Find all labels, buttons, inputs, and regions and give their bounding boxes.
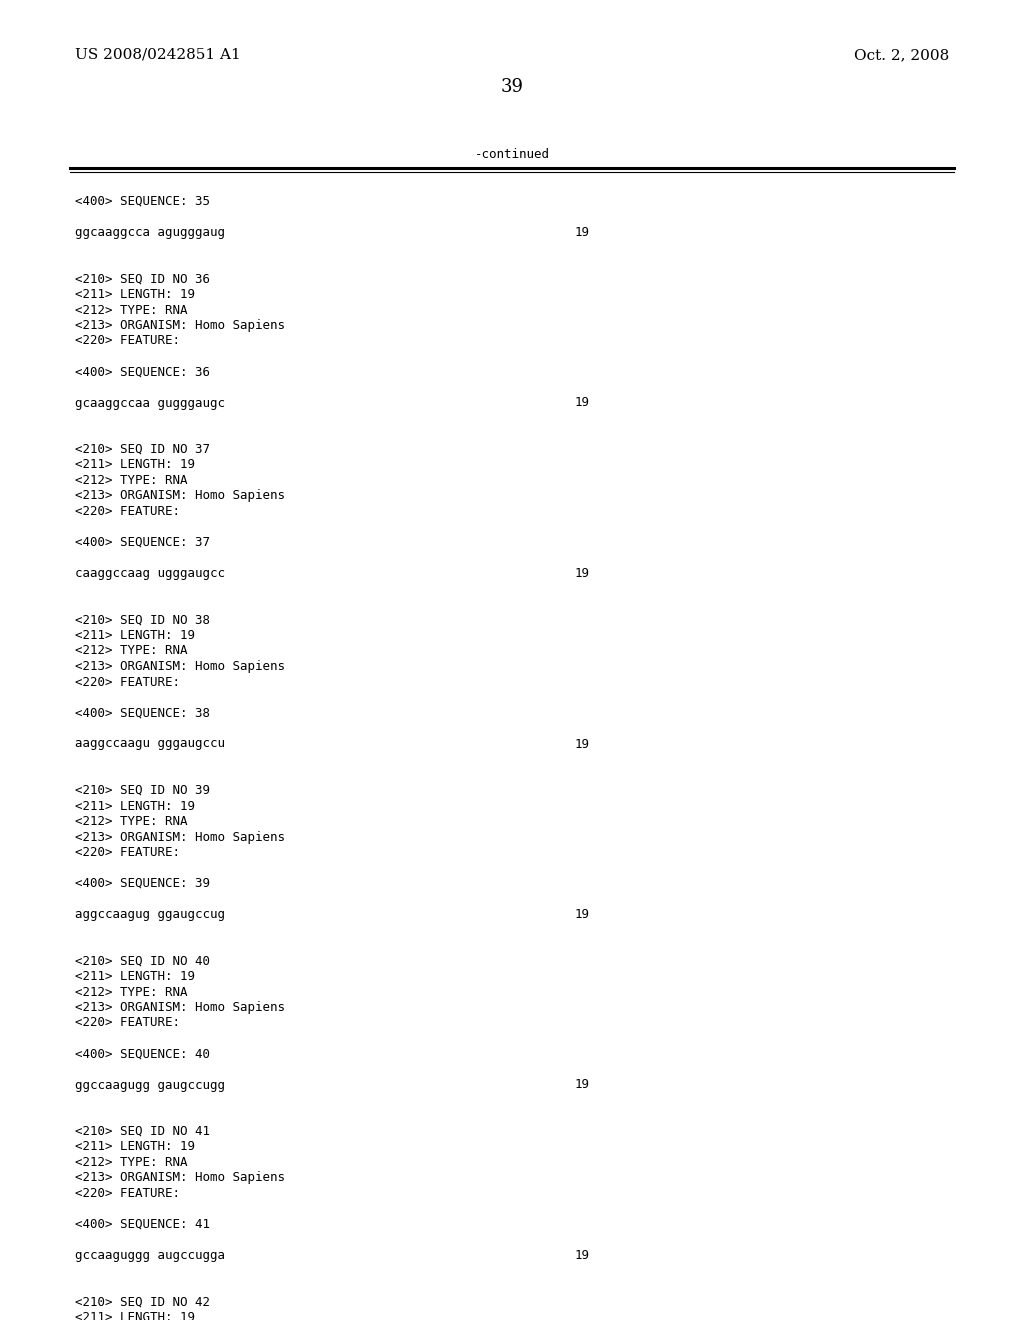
Text: <220> FEATURE:: <220> FEATURE:	[75, 1016, 180, 1030]
Text: <210> SEQ ID NO 39: <210> SEQ ID NO 39	[75, 784, 210, 797]
Text: <211> LENGTH: 19: <211> LENGTH: 19	[75, 630, 195, 642]
Text: <213> ORGANISM: Homo Sapiens: <213> ORGANISM: Homo Sapiens	[75, 660, 285, 673]
Text: ggccaagugg gaugccugg: ggccaagugg gaugccugg	[75, 1078, 225, 1092]
Text: <212> TYPE: RNA: <212> TYPE: RNA	[75, 644, 187, 657]
Text: <220> FEATURE:: <220> FEATURE:	[75, 1187, 180, 1200]
Text: <212> TYPE: RNA: <212> TYPE: RNA	[75, 304, 187, 317]
Text: <211> LENGTH: 19: <211> LENGTH: 19	[75, 800, 195, 813]
Text: <220> FEATURE:: <220> FEATURE:	[75, 506, 180, 517]
Text: 19: 19	[575, 1249, 590, 1262]
Text: <210> SEQ ID NO 41: <210> SEQ ID NO 41	[75, 1125, 210, 1138]
Text: Oct. 2, 2008: Oct. 2, 2008	[854, 48, 949, 62]
Text: <210> SEQ ID NO 37: <210> SEQ ID NO 37	[75, 444, 210, 455]
Text: <211> LENGTH: 19: <211> LENGTH: 19	[75, 458, 195, 471]
Text: <213> ORGANISM: Homo Sapiens: <213> ORGANISM: Homo Sapiens	[75, 490, 285, 503]
Text: <210> SEQ ID NO 40: <210> SEQ ID NO 40	[75, 954, 210, 968]
Text: <400> SEQUENCE: 38: <400> SEQUENCE: 38	[75, 706, 210, 719]
Text: <212> TYPE: RNA: <212> TYPE: RNA	[75, 814, 187, 828]
Text: <212> TYPE: RNA: <212> TYPE: RNA	[75, 986, 187, 998]
Text: <220> FEATURE:: <220> FEATURE:	[75, 676, 180, 689]
Text: caaggccaag ugggaugcc: caaggccaag ugggaugcc	[75, 568, 225, 579]
Text: 39: 39	[501, 78, 523, 96]
Text: <212> TYPE: RNA: <212> TYPE: RNA	[75, 474, 187, 487]
Text: <400> SEQUENCE: 41: <400> SEQUENCE: 41	[75, 1218, 210, 1232]
Text: <213> ORGANISM: Homo Sapiens: <213> ORGANISM: Homo Sapiens	[75, 1172, 285, 1184]
Text: 19: 19	[575, 568, 590, 579]
Text: <210> SEQ ID NO 36: <210> SEQ ID NO 36	[75, 272, 210, 285]
Text: 19: 19	[575, 1078, 590, 1092]
Text: <211> LENGTH: 19: <211> LENGTH: 19	[75, 1311, 195, 1320]
Text: <210> SEQ ID NO 42: <210> SEQ ID NO 42	[75, 1295, 210, 1308]
Text: aaggccaagu gggaugccu: aaggccaagu gggaugccu	[75, 738, 225, 751]
Text: 19: 19	[575, 396, 590, 409]
Text: US 2008/0242851 A1: US 2008/0242851 A1	[75, 48, 241, 62]
Text: <400> SEQUENCE: 40: <400> SEQUENCE: 40	[75, 1048, 210, 1060]
Text: <220> FEATURE:: <220> FEATURE:	[75, 334, 180, 347]
Text: <400> SEQUENCE: 39: <400> SEQUENCE: 39	[75, 876, 210, 890]
Text: <210> SEQ ID NO 38: <210> SEQ ID NO 38	[75, 614, 210, 627]
Text: <400> SEQUENCE: 37: <400> SEQUENCE: 37	[75, 536, 210, 549]
Text: <212> TYPE: RNA: <212> TYPE: RNA	[75, 1156, 187, 1170]
Text: <400> SEQUENCE: 36: <400> SEQUENCE: 36	[75, 366, 210, 379]
Text: aggccaagug ggaugccug: aggccaagug ggaugccug	[75, 908, 225, 921]
Text: <213> ORGANISM: Homo Sapiens: <213> ORGANISM: Homo Sapiens	[75, 319, 285, 333]
Text: <213> ORGANISM: Homo Sapiens: <213> ORGANISM: Homo Sapiens	[75, 1001, 285, 1014]
Text: 19: 19	[575, 226, 590, 239]
Text: <211> LENGTH: 19: <211> LENGTH: 19	[75, 970, 195, 983]
Text: gccaaguggg augccugga: gccaaguggg augccugga	[75, 1249, 225, 1262]
Text: ggcaaggcca agugggaug: ggcaaggcca agugggaug	[75, 226, 225, 239]
Text: <220> FEATURE:: <220> FEATURE:	[75, 846, 180, 859]
Text: 19: 19	[575, 908, 590, 921]
Text: <400> SEQUENCE: 35: <400> SEQUENCE: 35	[75, 195, 210, 209]
Text: <211> LENGTH: 19: <211> LENGTH: 19	[75, 288, 195, 301]
Text: gcaaggccaa gugggaugc: gcaaggccaa gugggaugc	[75, 396, 225, 409]
Text: <211> LENGTH: 19: <211> LENGTH: 19	[75, 1140, 195, 1154]
Text: <213> ORGANISM: Homo Sapiens: <213> ORGANISM: Homo Sapiens	[75, 830, 285, 843]
Text: -continued: -continued	[474, 148, 550, 161]
Text: 19: 19	[575, 738, 590, 751]
